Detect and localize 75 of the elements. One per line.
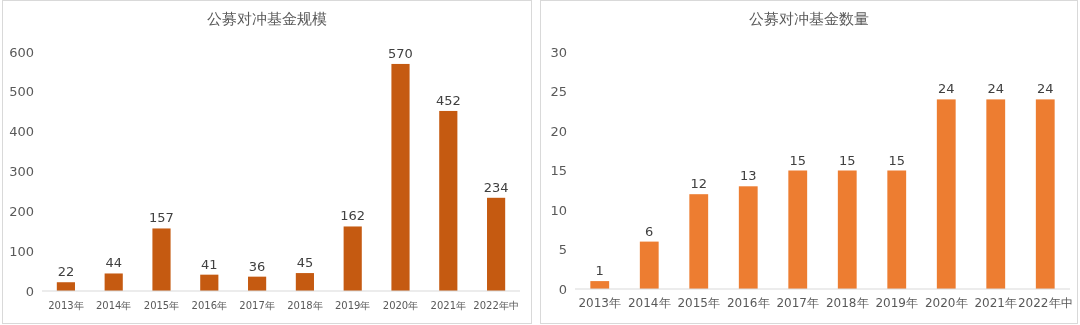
bar <box>343 226 362 291</box>
data-label: 24 <box>1036 81 1054 97</box>
y-tick-label: 25 <box>550 84 567 100</box>
bar <box>738 186 758 289</box>
data-label: 162 <box>340 208 366 224</box>
bar <box>248 276 267 291</box>
bar <box>887 170 907 289</box>
bar <box>689 194 709 289</box>
data-label: 36 <box>248 258 266 274</box>
bar <box>788 170 808 289</box>
y-tick-label: 15 <box>550 163 567 179</box>
x-tick-label: 2017年 <box>776 296 820 310</box>
y-tick-label: 400 <box>9 124 34 140</box>
data-label: 22 <box>57 264 75 280</box>
x-tick-label: 2020年 <box>382 300 419 311</box>
bar <box>56 282 75 291</box>
data-label: 157 <box>149 210 174 226</box>
bar <box>936 99 956 289</box>
x-tick-label: 2015年 <box>677 296 721 310</box>
data-label: 234 <box>483 179 509 195</box>
bar <box>295 273 314 291</box>
y-tick-label: 600 <box>9 44 34 60</box>
data-label: 45 <box>296 255 314 271</box>
y-tick-label: 5 <box>558 242 567 258</box>
x-tick-label: 2013年 <box>48 300 84 311</box>
x-tick-label: 2014年 <box>627 296 671 310</box>
x-tick-label: 2022年中 <box>1017 296 1073 310</box>
y-tick-label: 0 <box>25 283 34 299</box>
data-label: 570 <box>388 45 413 61</box>
bar <box>487 197 506 291</box>
data-label: 1 <box>595 263 604 279</box>
y-tick-label: 0 <box>558 281 567 297</box>
bar <box>1035 99 1055 289</box>
x-tick-label: 2017年 <box>239 300 275 311</box>
y-tick-label: 30 <box>550 44 567 60</box>
x-tick-label: 2018年 <box>825 296 869 310</box>
x-tick-label: 2016年 <box>191 300 228 311</box>
data-label: 44 <box>105 255 122 271</box>
x-tick-label: 2018年 <box>287 300 323 311</box>
data-label: 452 <box>435 92 461 108</box>
x-tick-label: 2014年 <box>95 300 132 311</box>
x-tick-label: 2015年 <box>143 300 180 311</box>
bar <box>104 273 123 291</box>
x-tick-label: 2021年 <box>430 300 467 311</box>
bar <box>986 99 1006 289</box>
y-tick-label: 10 <box>550 202 567 218</box>
bar <box>200 274 219 291</box>
x-tick-label: 2019年 <box>334 300 371 311</box>
data-label: 15 <box>838 152 856 168</box>
bar <box>391 63 410 291</box>
data-label: 12 <box>690 176 708 192</box>
y-tick-label: 100 <box>9 243 34 259</box>
x-tick-label: 2019年 <box>875 296 919 310</box>
y-tick-label: 200 <box>9 203 34 219</box>
bar <box>837 170 857 289</box>
chart-title: 公募对冲基金规模 <box>207 10 327 28</box>
bar <box>439 110 458 291</box>
x-tick-label: 2020年 <box>924 296 968 310</box>
data-label: 15 <box>888 152 906 168</box>
y-tick-label: 500 <box>9 84 34 100</box>
x-tick-label: 2013年 <box>578 296 622 310</box>
data-label: 41 <box>201 256 218 272</box>
bar <box>639 241 659 289</box>
x-tick-label: 2016年 <box>726 296 770 310</box>
chart-title: 公募对冲基金数量 <box>749 10 869 28</box>
data-label: 6 <box>645 223 654 239</box>
y-tick-label: 300 <box>9 164 34 180</box>
y-tick-label: 20 <box>550 123 567 139</box>
data-label: 24 <box>937 81 955 97</box>
bar <box>152 228 171 291</box>
data-label: 13 <box>739 168 757 184</box>
data-label: 15 <box>789 152 807 168</box>
data-label: 24 <box>987 81 1005 97</box>
x-tick-label: 2021年 <box>974 296 1018 310</box>
x-tick-label: 2022年中 <box>473 300 519 311</box>
